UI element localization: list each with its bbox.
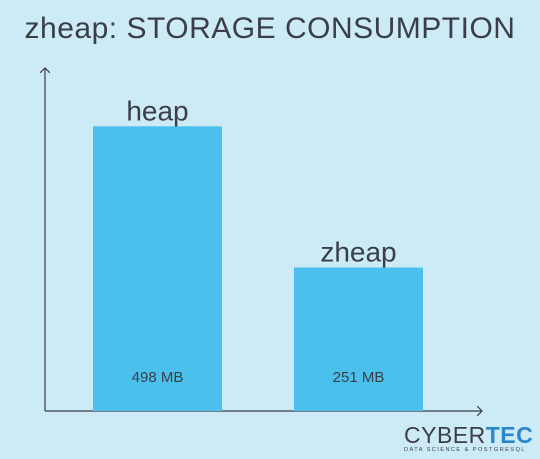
logo-tagline: DATA SCIENCE & POSTGRESQL (404, 447, 526, 453)
bar-zheap (294, 267, 423, 411)
logo-wordmark: CYBERTEC (404, 422, 536, 448)
value-label-zheap: 251 MB (333, 369, 385, 386)
bars-group: heap 498 MB zheap 251 MB (93, 95, 423, 411)
value-label-heap: 498 MB (132, 369, 184, 386)
logo-word-accent: TEC (485, 422, 534, 448)
category-label-zheap: zheap (320, 237, 396, 268)
category-label-heap: heap (126, 95, 188, 126)
chart-title: zheap: STORAGE CONSUMPTION (24, 12, 516, 45)
bar-heap (93, 126, 222, 411)
cybertec-logo: CYBERTEC DATA SCIENCE & POSTGRESQL (404, 424, 536, 454)
logo-word-main: CYBER (404, 422, 486, 448)
